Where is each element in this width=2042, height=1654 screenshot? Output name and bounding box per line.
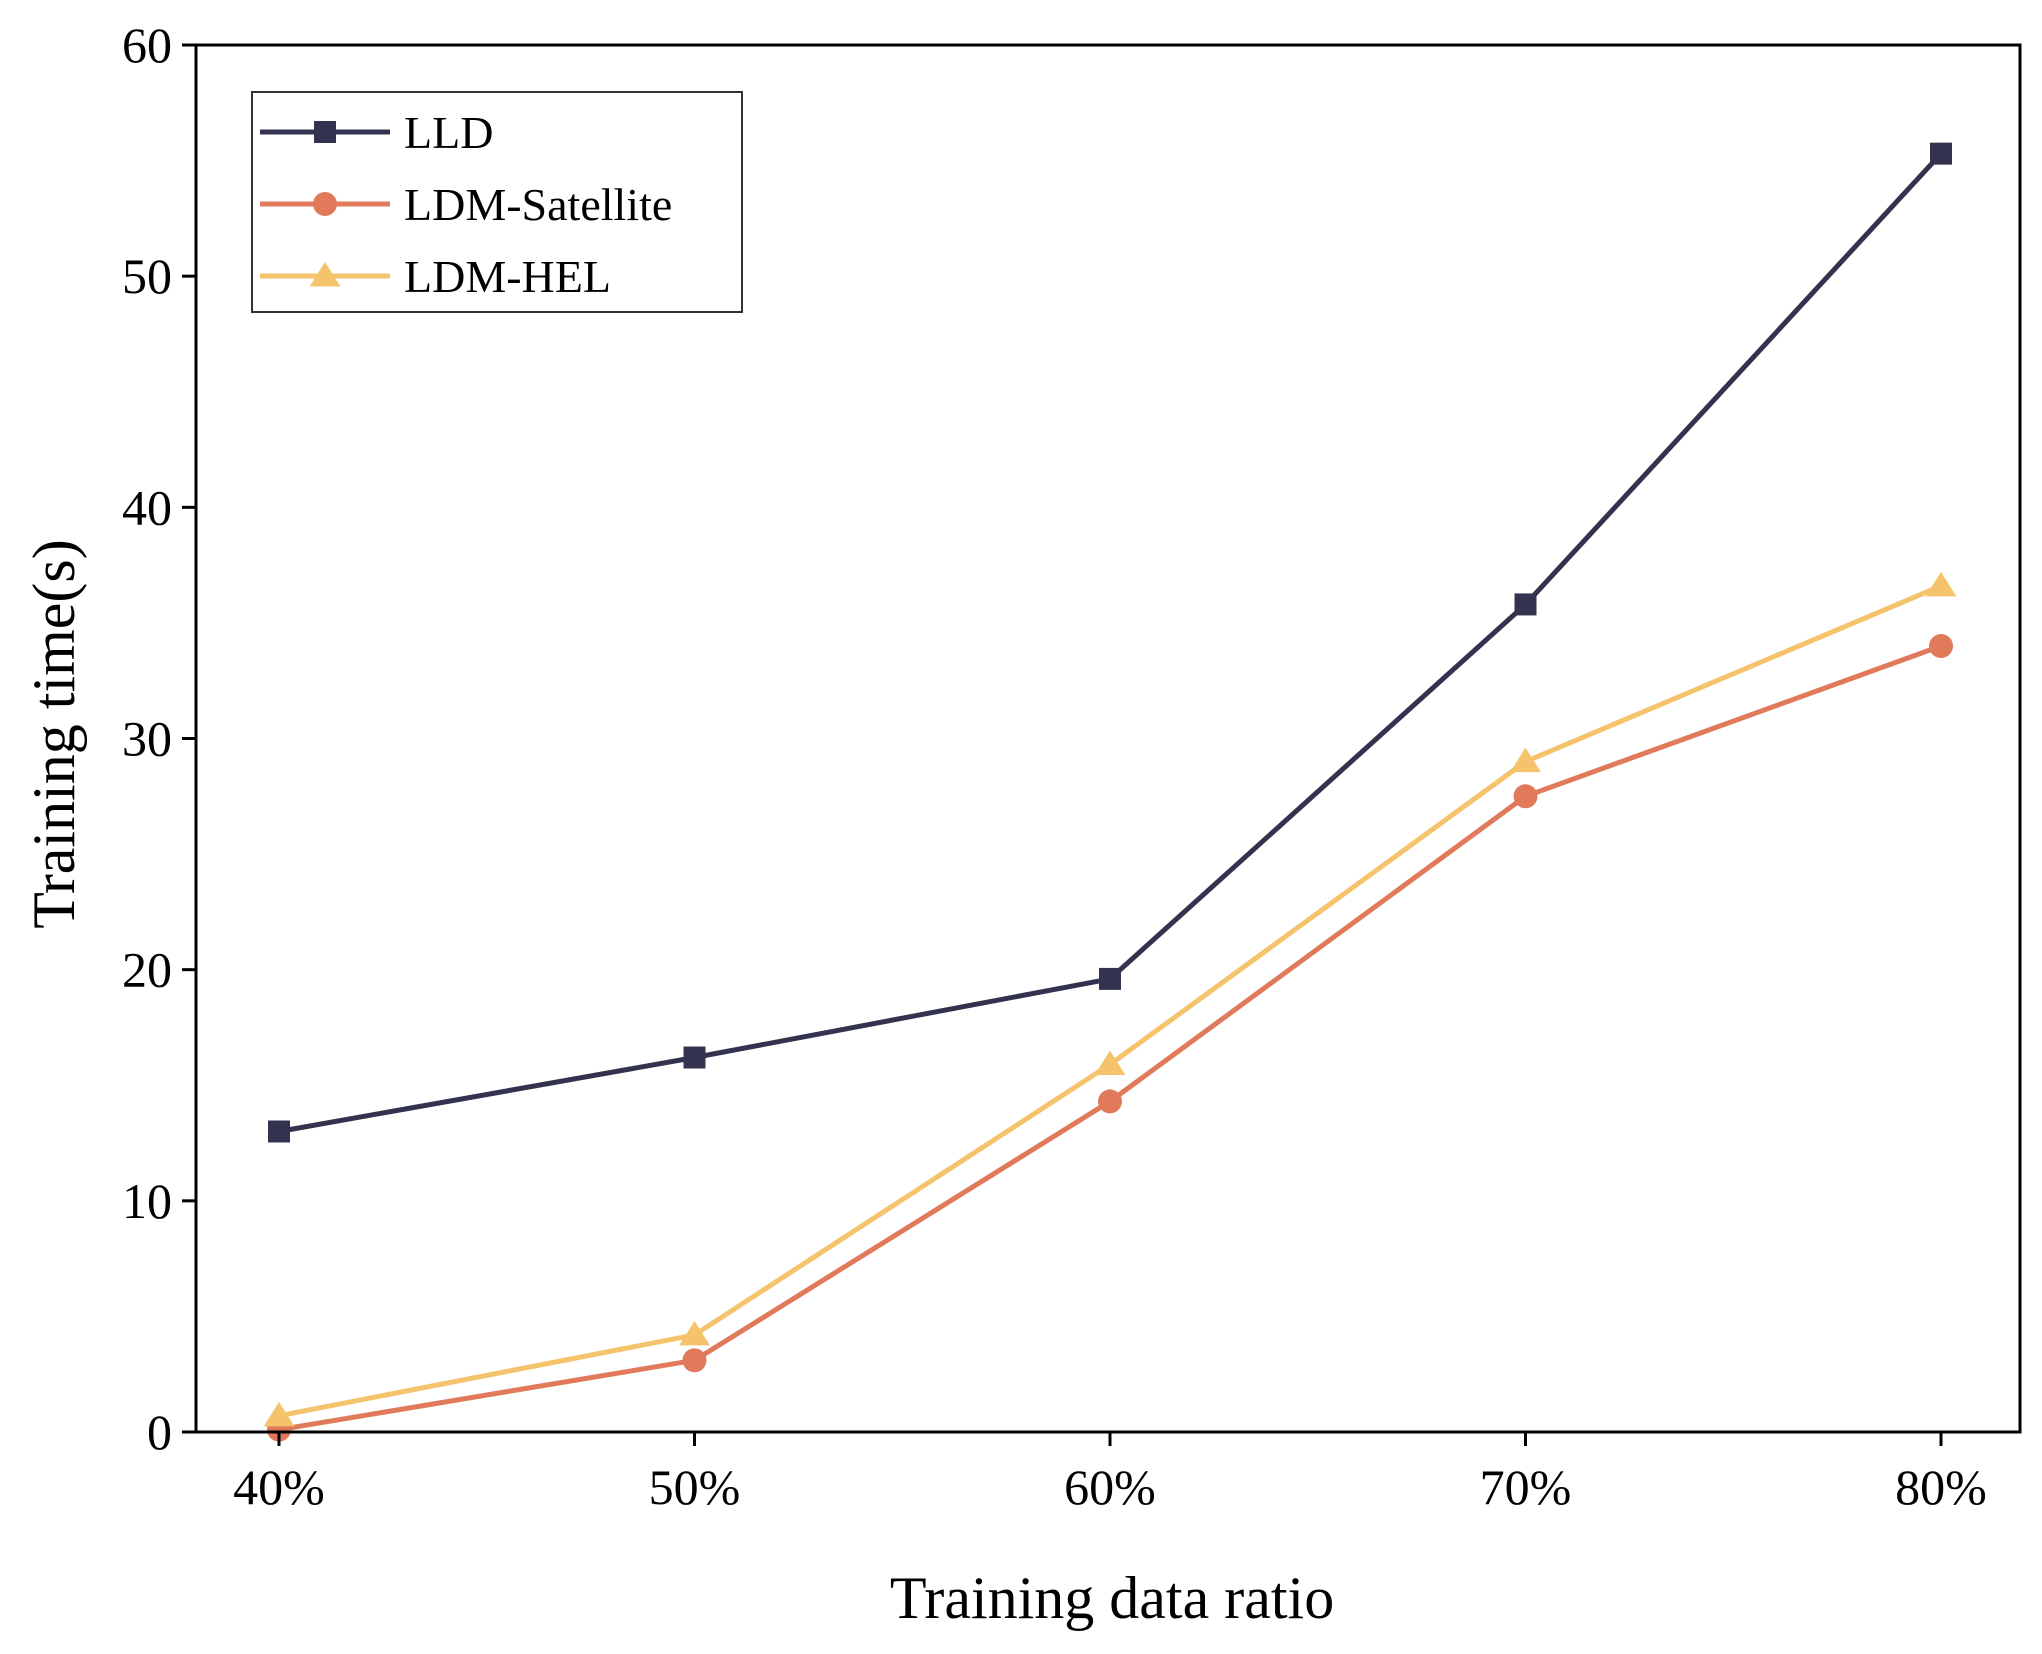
legend: LLD LDM-Satellite LDM-HEL bbox=[251, 91, 743, 313]
legend-marker-0 bbox=[314, 121, 336, 143]
y-tick-label-10: 10 bbox=[122, 1173, 172, 1229]
series-0-point-1 bbox=[683, 1046, 706, 1069]
series-1-point-4 bbox=[1929, 634, 1953, 659]
y-axis-title: Training time(s) bbox=[21, 539, 87, 928]
series-2 bbox=[263, 571, 1957, 1427]
series-2-point-2 bbox=[1094, 1050, 1126, 1075]
series-1-point-2 bbox=[1098, 1089, 1122, 1114]
y-tick-label-20: 20 bbox=[122, 942, 172, 998]
legend-label-2: LDM-HEL bbox=[404, 251, 611, 302]
x-tick-label-3: 70% bbox=[1480, 1459, 1572, 1515]
series-1-point-1 bbox=[682, 1348, 707, 1373]
y-tick-label-30: 30 bbox=[122, 711, 172, 767]
legend-marker-2 bbox=[309, 262, 341, 287]
series-0-point-0 bbox=[268, 1120, 290, 1143]
series-2-point-0 bbox=[263, 1401, 295, 1427]
x-tick-label-0: 40% bbox=[233, 1459, 325, 1515]
x-tick-label-4: 80% bbox=[1895, 1459, 1987, 1515]
series-2-point-3 bbox=[1510, 747, 1541, 773]
legend-label-0: LLD bbox=[404, 107, 493, 158]
y-tick-label-0: 0 bbox=[147, 1404, 172, 1460]
series-2-point-4 bbox=[1925, 571, 1957, 597]
y-tick-label-40: 40 bbox=[122, 479, 172, 535]
x-tick-label-1: 50% bbox=[649, 1459, 741, 1515]
y-tick-label-60: 60 bbox=[122, 17, 172, 73]
x-axis-title: Training data ratio bbox=[890, 1565, 1334, 1631]
axes-layer: 0 10 20 30 40 50 60 40% 50% 60% 70% 80% bbox=[122, 17, 2022, 1515]
y-tick-label-50: 50 bbox=[122, 248, 172, 304]
series-1-point-3 bbox=[1513, 784, 1538, 809]
legend-label-1: LDM-Satellite bbox=[404, 179, 672, 230]
series-0-point-2 bbox=[1099, 967, 1121, 990]
series-0-point-4 bbox=[1930, 142, 1952, 165]
series-0 bbox=[268, 142, 1952, 1143]
series-layer bbox=[263, 142, 1957, 1442]
series-2-point-1 bbox=[679, 1320, 710, 1346]
x-tick-label-2: 60% bbox=[1064, 1459, 1156, 1515]
series-0-point-3 bbox=[1514, 593, 1537, 616]
legend-marker-1 bbox=[313, 192, 337, 216]
